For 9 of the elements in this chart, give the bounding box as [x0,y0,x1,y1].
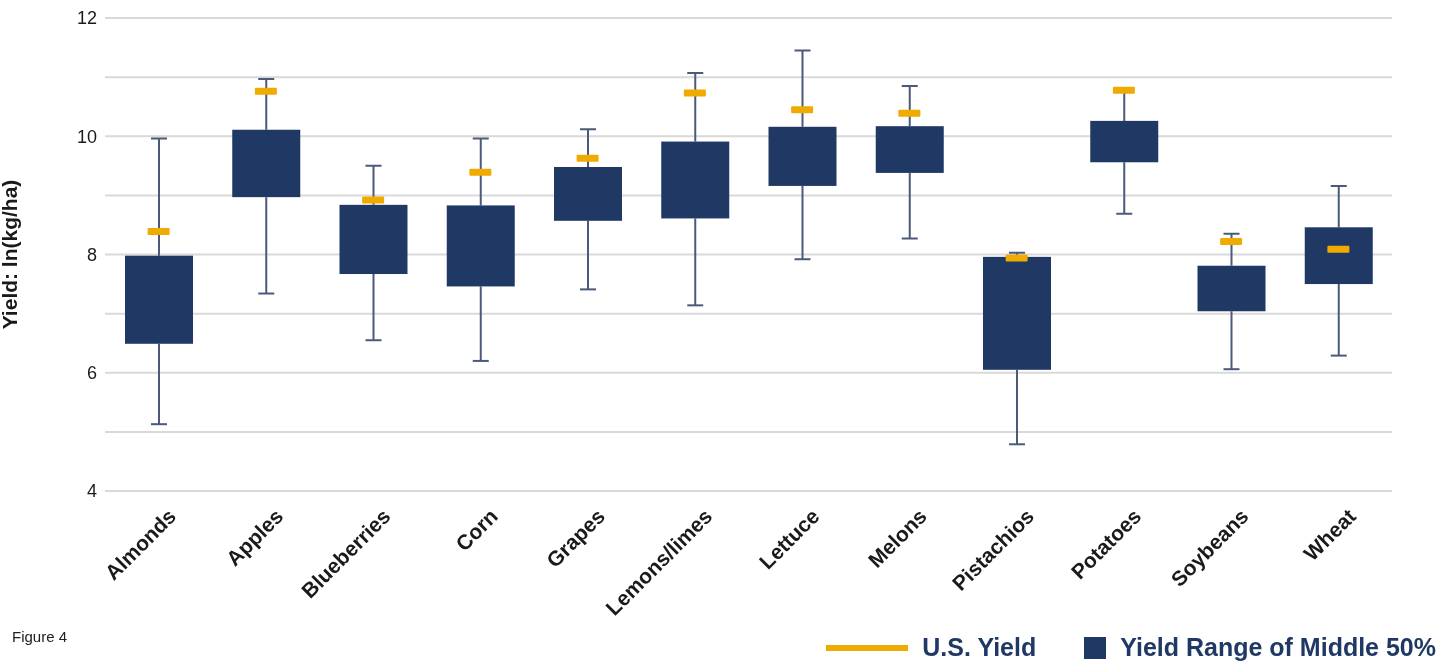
legend-label: Yield Range of Middle 50% [1120,633,1436,662]
y-tick-label: 8 [86,244,97,265]
y-tick-label: 6 [86,363,97,384]
caption: Figure 4 [12,628,68,645]
y-tick-label: 10 [76,126,97,147]
legend-label: U.S. Yield [922,633,1037,662]
y-axis-title: Yield: ln(kg/ha) [0,179,22,330]
y-tick-label: 4 [86,481,97,502]
y-tick-label: 12 [76,8,97,29]
